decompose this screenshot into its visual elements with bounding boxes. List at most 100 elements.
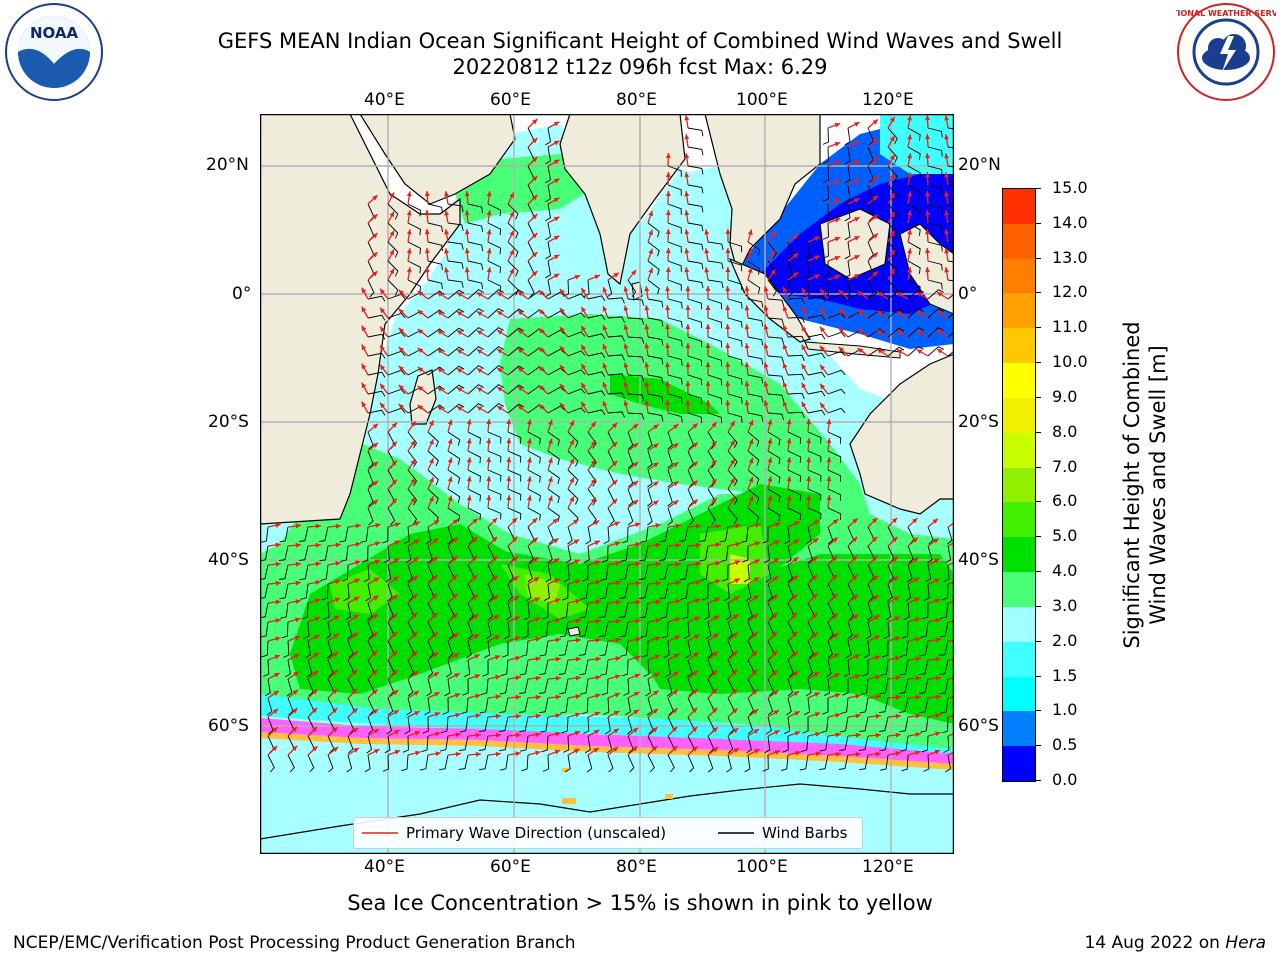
wind-barb (625, 697, 631, 716)
wave-arrow-head (475, 732, 481, 738)
wave-arrow-head (538, 309, 544, 315)
wave-arrow-head (412, 671, 419, 677)
wind-barb (467, 488, 481, 502)
wind-barb (742, 545, 749, 563)
wind-barb (767, 507, 781, 522)
wind-barb (707, 241, 724, 251)
wave-arrow-head (437, 405, 443, 411)
wind-barb (387, 507, 396, 526)
wind-barb (720, 545, 729, 562)
wind-barb (318, 526, 329, 542)
wind-barb (447, 327, 465, 338)
wind-barb (427, 260, 443, 271)
wind-barb (787, 392, 805, 399)
wave-arrow-head (273, 690, 279, 696)
wave-arrow-head (374, 559, 380, 565)
wave-arrow-head (593, 730, 600, 735)
wind-barb (462, 678, 469, 696)
wave-arrow-head (767, 495, 773, 501)
wave-arrow-head (651, 745, 658, 752)
wind-barb (519, 678, 529, 695)
wind-barb (467, 203, 484, 214)
wave-arrow-head (374, 749, 380, 754)
wave-arrow-head (813, 520, 820, 525)
wave-arrow-head (644, 400, 650, 406)
wind-barb (698, 526, 709, 543)
wave-arrow-head (581, 325, 587, 332)
wave-arrow-head (665, 324, 671, 330)
wind-barb (587, 409, 606, 416)
wind-barb (343, 583, 350, 602)
wind-barb (547, 405, 566, 414)
wave-arrow-head (654, 654, 660, 660)
wind-barb (564, 754, 571, 773)
wind-barb (887, 564, 894, 583)
wave-arrow-head (493, 615, 500, 620)
wind-barb (787, 431, 802, 445)
wave-arrow-head (456, 311, 463, 317)
wind-barb (278, 564, 289, 580)
wave-arrow-head (634, 673, 641, 679)
lon-label-top-60: 60°E (490, 90, 531, 110)
wave-arrow-head (452, 613, 458, 619)
wind-barb (607, 373, 625, 380)
wind-barb (747, 507, 760, 523)
wind-barb (444, 678, 451, 697)
wind-barb (745, 583, 752, 602)
wave-arrow-head (534, 597, 540, 602)
wind-barb (947, 312, 954, 319)
wind-barb (947, 127, 954, 130)
wave-arrow-head (332, 670, 338, 676)
wave-arrow-head (311, 707, 318, 714)
wave-arrow-head (429, 439, 434, 445)
wave-arrow-head (380, 383, 386, 390)
wind-barb (678, 545, 689, 562)
wave-arrow-head (437, 291, 443, 297)
wind-barb (786, 697, 792, 716)
wave-arrow-head (553, 558, 560, 564)
wind-barb (421, 735, 429, 753)
wind-barb (907, 127, 921, 141)
wave-arrow-head (602, 401, 608, 407)
wave-arrow-head (533, 577, 540, 583)
wind-barb (943, 564, 950, 583)
wind-barb (907, 260, 921, 274)
wind-barb (787, 297, 805, 304)
wave-arrow-head (555, 731, 561, 737)
wind-barb (425, 526, 432, 545)
wave-arrow-head (435, 751, 441, 757)
wave-arrow-head (704, 229, 710, 235)
wave-arrow-head (372, 709, 379, 714)
wave-arrow-head (895, 694, 901, 700)
wave-arrow-head (915, 656, 921, 662)
wind-barb (607, 297, 625, 304)
wind-barb (898, 678, 909, 695)
wind-barb (767, 488, 781, 503)
colorbar-band (1003, 189, 1035, 224)
wave-arrow-head (548, 419, 553, 426)
wave-arrow-head (532, 138, 538, 144)
wave-arrow-head (872, 517, 878, 524)
wind-barb (467, 241, 484, 252)
wave-arrow-head (731, 669, 738, 676)
wave-arrow-head (633, 709, 639, 715)
wind-barb (626, 716, 633, 735)
wind-barb (687, 279, 704, 289)
wind-barb (941, 716, 949, 734)
wave-arrow-head (834, 198, 841, 204)
wave-arrow-head (692, 726, 698, 733)
wave-arrow-head (413, 557, 419, 563)
wind-barb (807, 659, 814, 678)
wind-barb (859, 754, 869, 771)
wind-barb (701, 583, 709, 601)
wave-arrow-head (665, 400, 671, 406)
wave-arrow-head (495, 713, 501, 719)
wind-barb (907, 308, 925, 319)
colorbar-tick-mark (1035, 431, 1041, 433)
wind-barb (627, 754, 635, 773)
wave-arrow-head (506, 419, 512, 425)
wave-arrow-head (889, 154, 895, 161)
wave-arrow-head (492, 556, 498, 562)
wind-barb (647, 260, 660, 276)
wave-arrow-head (295, 599, 301, 604)
